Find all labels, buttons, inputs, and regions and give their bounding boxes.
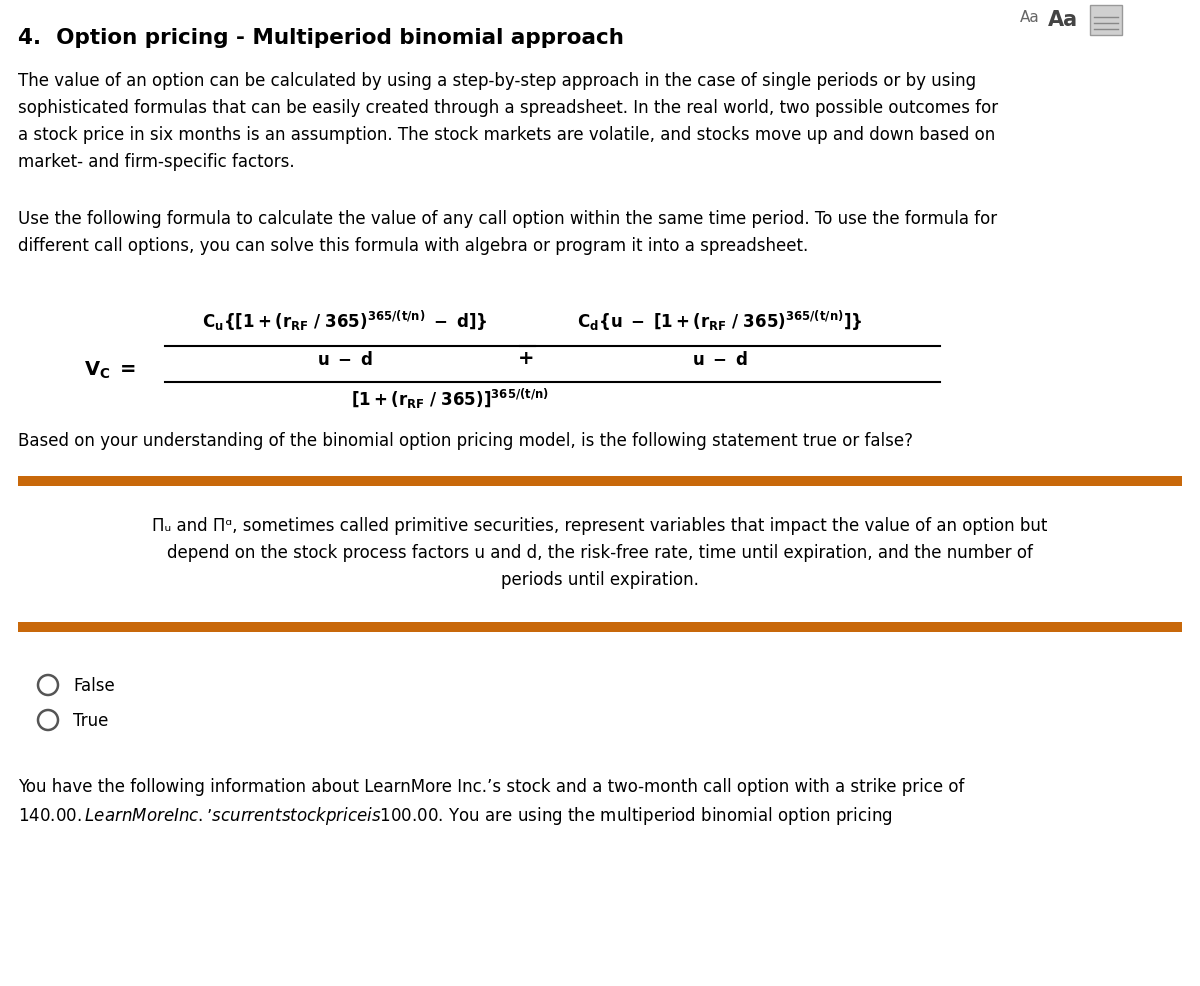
Text: different call options, you can solve this formula with algebra or program it in: different call options, you can solve th… (18, 237, 809, 254)
Text: True: True (73, 711, 108, 730)
Text: False: False (73, 676, 115, 694)
Text: periods until expiration.: periods until expiration. (502, 571, 698, 589)
Text: market- and firm-specific factors.: market- and firm-specific factors. (18, 153, 295, 171)
Text: $\mathbf{C_d\{u\ -\ [1 + (r_{RF}\ /\ 365)^{365/(t/n)}]\}}$: $\mathbf{C_d\{u\ -\ [1 + (r_{RF}\ /\ 365… (577, 309, 863, 333)
Text: Use the following formula to calculate the value of any call option within the s: Use the following formula to calculate t… (18, 210, 997, 228)
FancyBboxPatch shape (1090, 6, 1122, 35)
Text: You have the following information about LearnMore Inc.’s stock and a two-month : You have the following information about… (18, 777, 965, 795)
FancyBboxPatch shape (18, 622, 1182, 632)
Text: $\mathbf{[1 + (r_{RF}\ /\ 365)]^{365/(t/n)}}$: $\mathbf{[1 + (r_{RF}\ /\ 365)]^{365/(t/… (350, 387, 550, 411)
Text: $\mathbf{u\ -\ d}$: $\mathbf{u\ -\ d}$ (692, 351, 748, 369)
Text: $\mathbf{+}$: $\mathbf{+}$ (517, 349, 533, 368)
Text: Aa: Aa (1020, 10, 1039, 25)
FancyBboxPatch shape (18, 476, 1182, 486)
Text: $\mathbf{u\ -\ d}$: $\mathbf{u\ -\ d}$ (317, 351, 373, 369)
Text: sophisticated formulas that can be easily created through a spreadsheet. In the : sophisticated formulas that can be easil… (18, 99, 998, 117)
Text: depend on the stock process factors u and d, the risk-free rate, time until expi: depend on the stock process factors u an… (167, 543, 1033, 561)
Text: $\mathbf{V_C\ =}$: $\mathbf{V_C\ =}$ (84, 359, 136, 381)
Text: Aa: Aa (1048, 10, 1078, 30)
Text: The value of an option can be calculated by using a step-by-step approach in the: The value of an option can be calculated… (18, 72, 976, 90)
Text: 4.  Option pricing - Multiperiod binomial approach: 4. Option pricing - Multiperiod binomial… (18, 28, 624, 48)
Text: a stock price in six months is an assumption. The stock markets are volatile, an: a stock price in six months is an assump… (18, 126, 995, 144)
Text: $\mathbf{C_u\{[1 + (r_{RF}\ /\ 365)^{365/(t/n)}\ -\ d]\}}$: $\mathbf{C_u\{[1 + (r_{RF}\ /\ 365)^{365… (203, 309, 487, 333)
Text: $140.00. LearnMore Inc.’s current stock price is $100.00. You are using the mult: $140.00. LearnMore Inc.’s current stock … (18, 805, 893, 826)
Text: Πᵤ and Πᵅ, sometimes called primitive securities, represent variables that impac: Πᵤ and Πᵅ, sometimes called primitive se… (152, 517, 1048, 534)
Text: Based on your understanding of the binomial option pricing model, is the followi: Based on your understanding of the binom… (18, 432, 913, 450)
